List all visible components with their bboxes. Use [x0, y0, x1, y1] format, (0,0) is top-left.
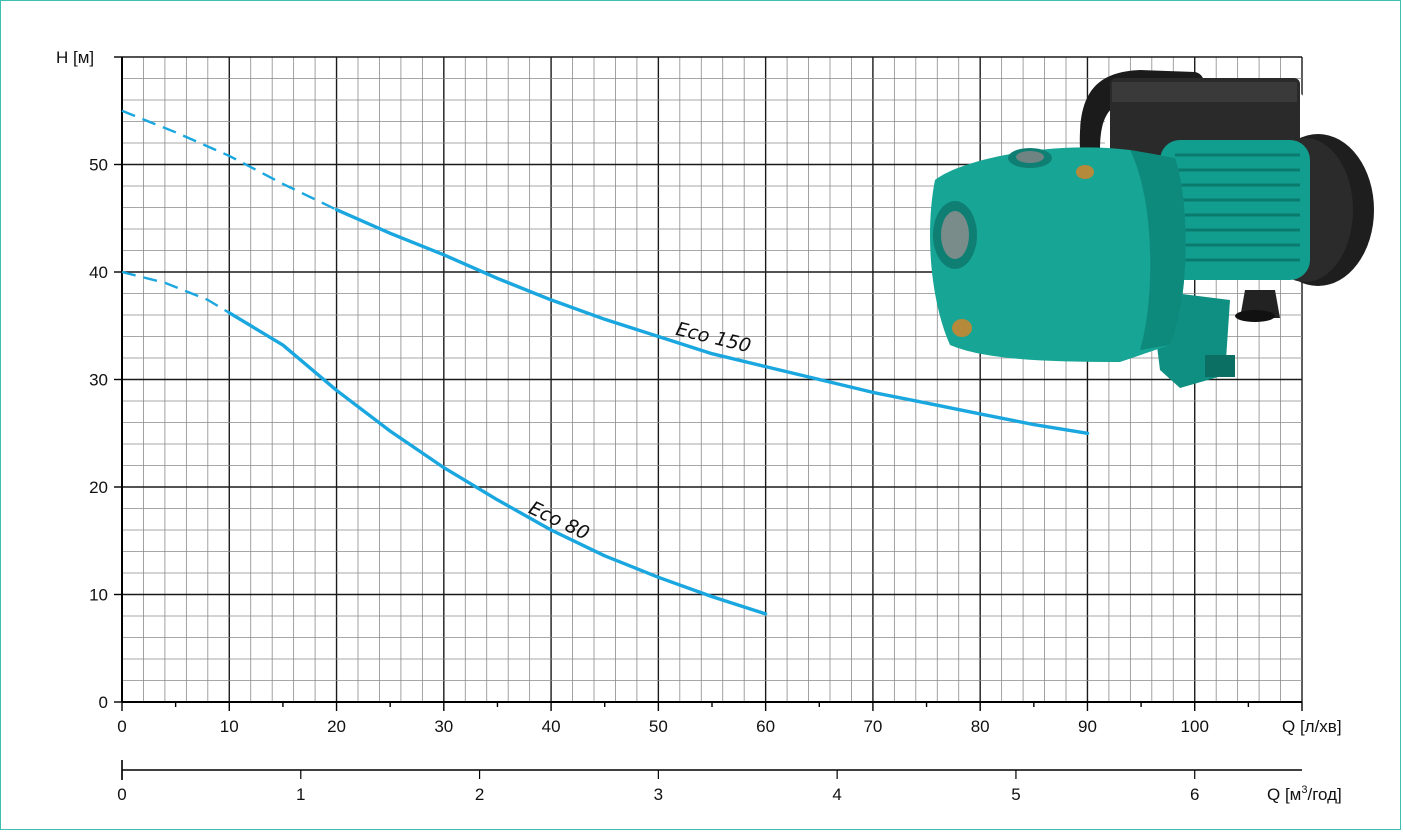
pump-priming-plug: [1076, 165, 1094, 179]
pump-housing: [930, 147, 1186, 362]
pump-inlet-port: [941, 211, 969, 259]
x2-tick-label: 3: [654, 785, 663, 804]
pump-foot-slot: [1205, 355, 1235, 377]
series-line-eco-80: [227, 311, 768, 616]
y-tick-label: 30: [89, 371, 108, 390]
x-tick-label: 90: [1078, 717, 1097, 736]
x-tick-label: 10: [220, 717, 239, 736]
x2-tick-label: 0: [117, 785, 126, 804]
pump-illustration: [930, 70, 1374, 388]
x2-axis-label: Q [м3/год]: [1267, 784, 1342, 804]
x-tick-label: 20: [327, 717, 346, 736]
x-tick-label: 30: [434, 717, 453, 736]
x-tick-label: 100: [1181, 717, 1209, 736]
series: [121, 109, 1090, 616]
pump-image: [930, 70, 1374, 388]
pump-drain-plug: [952, 319, 972, 337]
x2-tick-label: 4: [832, 785, 841, 804]
pump-outlet-port: [1016, 151, 1044, 163]
series-label-eco-80: Eco 80: [525, 497, 592, 545]
y-tick-label: 20: [89, 478, 108, 497]
series-line-eco-150: [334, 208, 1090, 435]
x-tick-label: 50: [649, 717, 668, 736]
x-tick-label: 40: [542, 717, 561, 736]
y-axis-label: H [м]: [56, 48, 94, 67]
x2-tick-label: 1: [296, 785, 305, 804]
x-tick-label: 60: [756, 717, 775, 736]
pump-terminal-lid: [1112, 82, 1297, 102]
x2-tick-label: 5: [1011, 785, 1020, 804]
x-tick-label: 70: [863, 717, 882, 736]
y-tick-label: 50: [89, 156, 108, 175]
series-line-eco-80-dashed: [121, 270, 230, 314]
x2-tick-label: 2: [475, 785, 484, 804]
y-tick-label: 0: [99, 693, 108, 712]
x-axis-label: Q [л/хв]: [1282, 717, 1342, 736]
pump-housing-shade: [1130, 150, 1186, 350]
series-line-eco-150-dashed: [121, 109, 338, 211]
series-label-eco-150: Eco 150: [674, 318, 753, 357]
pump-rubber-foot: [1235, 310, 1275, 322]
x-tick-label: 80: [971, 717, 990, 736]
labels: Eco 150 Eco 80: [525, 318, 753, 545]
x2-tick-label: 6: [1190, 785, 1199, 804]
x-tick-label: 0: [117, 717, 126, 736]
y-tick-label: 40: [89, 263, 108, 282]
y-tick-label: 10: [89, 586, 108, 605]
grid: [121, 56, 1303, 703]
